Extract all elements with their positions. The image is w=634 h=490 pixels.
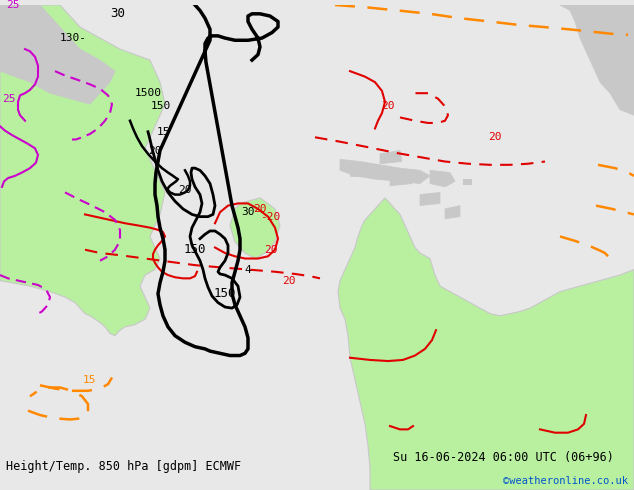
Text: 150: 150 [214,287,236,300]
Text: 30: 30 [110,7,126,20]
Text: 20: 20 [253,204,267,214]
Text: 1500: 1500 [134,88,162,98]
Text: 15: 15 [82,375,96,385]
Polygon shape [350,165,370,176]
Text: 150: 150 [184,243,206,256]
Polygon shape [340,159,430,184]
Polygon shape [230,198,280,259]
Text: 20: 20 [488,132,501,142]
Polygon shape [445,206,460,219]
Text: -20: -20 [260,212,280,221]
Polygon shape [560,5,634,115]
Text: 4: 4 [245,265,251,274]
Text: 20: 20 [148,146,162,155]
Text: 20: 20 [381,101,395,111]
Text: 130-: 130- [60,33,86,43]
Text: Height/Temp. 850 hPa [gdpm] ECMWF: Height/Temp. 850 hPa [gdpm] ECMWF [6,460,242,473]
Polygon shape [380,150,402,164]
Polygon shape [0,5,165,336]
Polygon shape [430,171,455,187]
Text: 15: 15 [156,127,170,137]
Polygon shape [0,5,115,104]
Polygon shape [463,179,472,185]
Polygon shape [338,198,634,490]
Polygon shape [420,193,440,206]
Text: 25: 25 [6,0,20,10]
Text: ©weatheronline.co.uk: ©weatheronline.co.uk [503,476,628,487]
Text: Su 16-06-2024 06:00 UTC (06+96): Su 16-06-2024 06:00 UTC (06+96) [393,451,614,464]
Text: 150: 150 [151,101,171,111]
Polygon shape [390,172,412,186]
Text: 20: 20 [178,185,191,195]
Text: 20: 20 [282,275,295,286]
Text: 25: 25 [2,94,15,104]
Text: 30: 30 [242,207,255,217]
Text: 20: 20 [264,245,278,255]
